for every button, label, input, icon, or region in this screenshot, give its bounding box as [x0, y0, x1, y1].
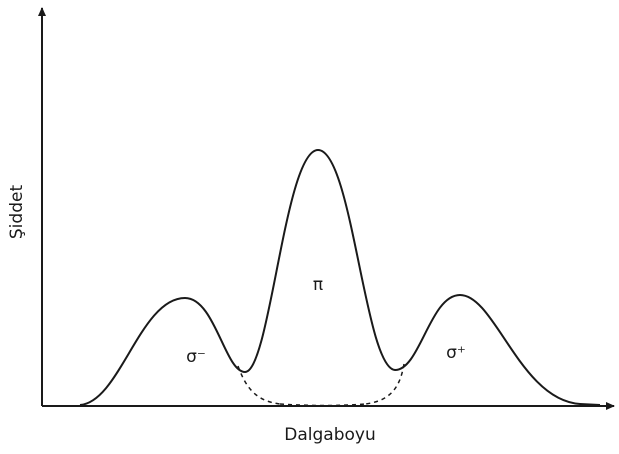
peak-label: σ⁺	[446, 343, 466, 363]
y-axis-label: Şiddet	[7, 185, 27, 240]
spectrum-curve	[79, 148, 601, 406]
x-axis-label: Dalgaboyu	[284, 425, 375, 445]
peak-label: σ⁻	[186, 347, 206, 367]
peak-label: π	[313, 275, 323, 295]
hidden-tails	[237, 363, 405, 407]
